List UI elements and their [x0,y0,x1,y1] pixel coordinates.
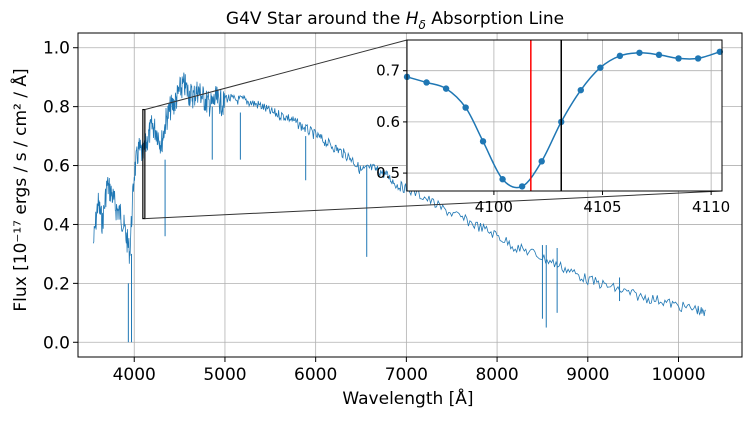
y-tick-label: 1.0 [43,39,70,59]
inset-data-point [423,79,430,86]
inset-x-tick-label: 4110 [692,198,730,216]
inset-data-point [655,51,663,59]
main-x-ticks: 4000 5000 6000 7000 8000 9000 10000 [113,357,706,385]
inset-data-point [716,48,724,55]
inset-data-point [479,138,487,145]
zoom-box [142,108,146,220]
x-tick-label: 7000 [385,365,428,385]
x-tick-label: 10000 [651,365,705,385]
y-tick-label: 0.0 [43,333,70,353]
inset-frame [406,39,723,192]
inset-data-point [675,55,682,62]
inset-zoom-panel: 4100 4105 4110 0.5 0.6 0.7 [376,39,730,216]
inset-data-point [577,86,584,94]
inset-y-tick-label: 0.6 [376,113,400,131]
main-plot-frame [77,32,743,358]
x-tick-label: 4000 [113,365,156,385]
inset-data-point [442,85,450,92]
x-axis-label: Wavelength [Å] [342,387,473,409]
inset-data-point [597,64,604,71]
y-tick-label: 0.4 [43,215,70,235]
zoom-connector-lines [142,39,723,220]
inset-data-point [694,55,702,62]
inset-data-point [636,49,643,56]
inset-data-point [616,52,624,60]
x-tick-label: 8000 [475,365,518,385]
x-tick-label: 9000 [566,365,609,385]
inset-data-point [518,183,526,190]
main-y-ticks: 0.0 0.2 0.4 0.6 0.8 1.0 [43,39,78,353]
inset-x-tick-label: 4105 [583,198,621,216]
chart-title: G4V Star around the Hδ Absorption Line [226,9,564,32]
x-tick-label: 5000 [203,365,246,385]
inset-y-tick-label: 0.7 [376,62,400,80]
zoom-connector-bottom [144,190,723,220]
y-tick-label: 0.2 [43,274,70,294]
y-tick-label: 0.8 [43,98,70,118]
inset-x-tick-label: 4100 [475,198,513,216]
inset-data-point [499,176,506,183]
x-tick-label: 6000 [294,365,337,385]
y-tick-label: 0.6 [43,157,70,177]
inset-y-tick-label: 0.5 [376,164,400,182]
inset-data-point [462,104,469,111]
inset-data-point [538,158,545,165]
zoom-connector-top [144,39,408,111]
y-axis-label: Flux [10⁻¹⁷ ergs / s / cm² / Å] [9,68,31,311]
